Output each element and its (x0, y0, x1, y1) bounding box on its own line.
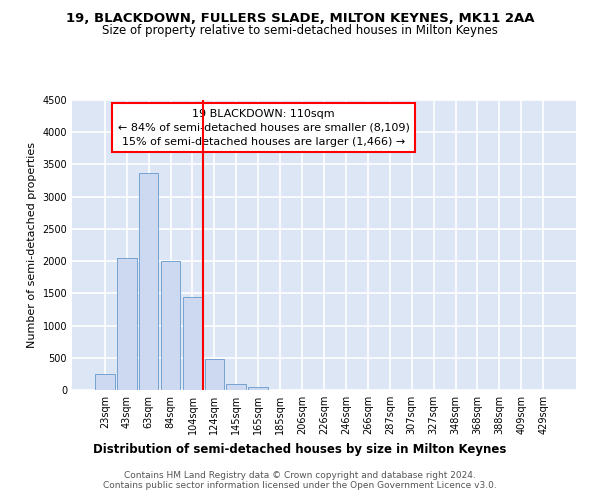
Text: 19 BLACKDOWN: 110sqm
← 84% of semi-detached houses are smaller (8,109)
15% of se: 19 BLACKDOWN: 110sqm ← 84% of semi-detac… (118, 108, 409, 146)
Text: 19, BLACKDOWN, FULLERS SLADE, MILTON KEYNES, MK11 2AA: 19, BLACKDOWN, FULLERS SLADE, MILTON KEY… (66, 12, 534, 26)
Bar (117, 258, 137, 390)
Bar (248, 387, 268, 390)
Bar (205, 360, 224, 390)
Bar (139, 172, 158, 390)
Text: Contains HM Land Registry data © Crown copyright and database right 2024.
Contai: Contains HM Land Registry data © Crown c… (103, 470, 497, 490)
Text: Distribution of semi-detached houses by size in Milton Keynes: Distribution of semi-detached houses by … (94, 442, 506, 456)
Y-axis label: Number of semi-detached properties: Number of semi-detached properties (27, 142, 37, 348)
Bar (226, 384, 246, 390)
Text: Size of property relative to semi-detached houses in Milton Keynes: Size of property relative to semi-detach… (102, 24, 498, 37)
Bar (182, 296, 202, 390)
Bar (161, 261, 181, 390)
Bar (95, 374, 115, 390)
